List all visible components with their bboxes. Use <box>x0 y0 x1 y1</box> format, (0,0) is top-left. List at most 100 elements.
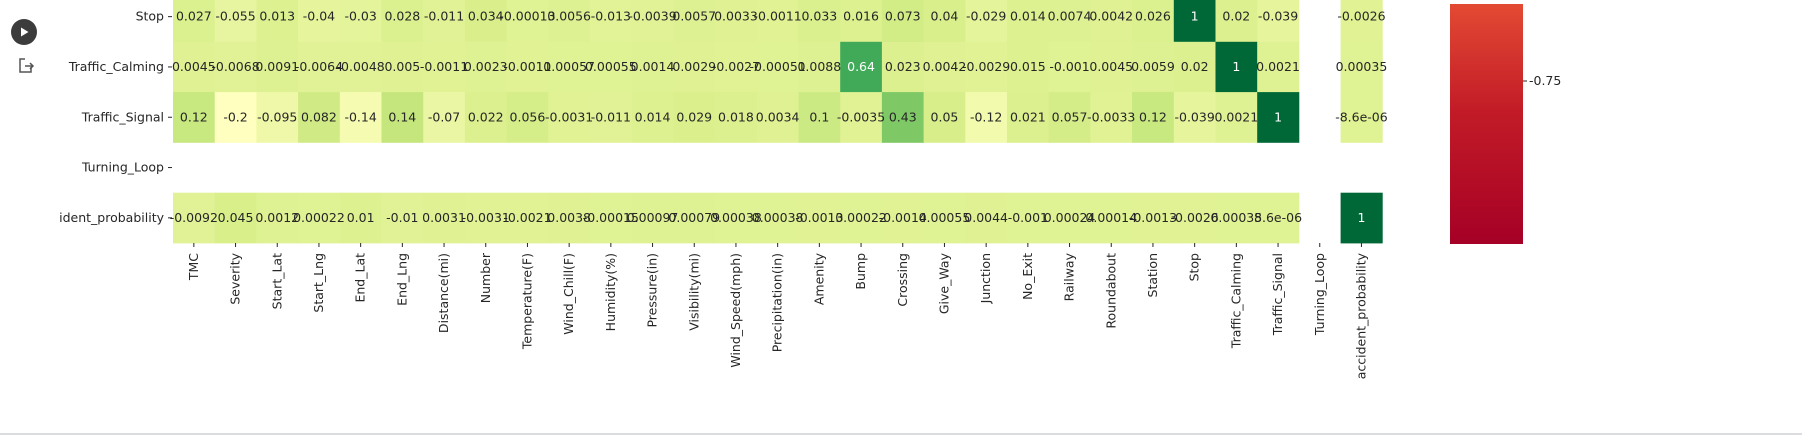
heatmap-cell-label: -0.0068 <box>211 59 259 74</box>
heatmap-cell-label: 0.005 <box>384 59 420 74</box>
heatmap-cell-label: -0.12 <box>970 109 1002 124</box>
heatmap-cell-label: 0.00014 <box>1085 210 1137 225</box>
column-label: Railway <box>1062 252 1077 301</box>
heatmap-cell <box>464 92 507 143</box>
heatmap-cell <box>339 192 382 244</box>
column-label: Bump <box>853 253 868 290</box>
heatmap-cell-label: -0.039 <box>1258 9 1298 24</box>
row-label: Traffic_Calming <box>68 59 164 74</box>
heatmap-cell-label: -0.095 <box>257 109 297 124</box>
heatmap-cell-label: 0.0045 <box>172 59 216 74</box>
heatmap-cell <box>1007 92 1050 143</box>
column-label: Number <box>478 252 493 303</box>
heatmap-cell <box>1132 41 1175 93</box>
heatmap-cell-label: -0.0048 <box>337 59 385 74</box>
heatmap-cell <box>173 0 216 43</box>
colorbar-gradient <box>1450 4 1523 244</box>
column-labels: TMC Severity Start_Lat Start_Lng End_Lat End_… <box>186 243 1368 379</box>
heatmap-cell <box>381 92 424 143</box>
heatmap-cell <box>381 192 424 244</box>
heatmap-cell-label: -0.055 <box>215 9 255 24</box>
heatmap-cell-label: 0.056 <box>510 109 546 124</box>
heatmap-cell <box>464 0 507 43</box>
heatmap-cell <box>298 41 341 93</box>
heatmap-cell-label: 0.016 <box>843 9 879 24</box>
heatmap-cell-label: 0.023 <box>885 59 921 74</box>
heatmap-cell-label: 0.0045 <box>1089 59 1133 74</box>
correlation-heatmap: 0.027 -0.055 0.013 -0.04 -0.03 0.028 -0.011 0.0… <box>60 0 1561 379</box>
column-label: Turning_Loop <box>1312 253 1327 336</box>
heatmap-cell <box>1007 41 1050 93</box>
heatmap-cell-label: -0.14 <box>344 109 376 124</box>
heatmap-cell-label: 0.045 <box>218 210 254 225</box>
heatmap-cell <box>256 192 299 244</box>
heatmap-cell <box>214 0 257 43</box>
heatmap-cell <box>1173 192 1216 244</box>
heatmap-cell-label: -0.0011 <box>754 9 802 24</box>
heatmap-annotations: 0.027 -0.055 0.013 -0.04 -0.03 0.028 -0.011 0.0… <box>170 9 1388 225</box>
heatmap-cell <box>298 192 341 244</box>
heatmap-cell <box>339 41 382 93</box>
heatmap-cell-label: -0.0029 <box>962 59 1010 74</box>
heatmap-cell-label: 0.028 <box>384 9 420 24</box>
heatmap-cell <box>756 41 799 93</box>
heatmap-cell-label: 0.057 <box>1052 109 1088 124</box>
heatmap-cell <box>881 192 924 244</box>
column-label: End_Lat <box>353 253 368 303</box>
heatmap-cell <box>173 192 216 244</box>
heatmap-cell-label: -0.0011 <box>503 59 551 74</box>
heatmap-cell-label: 0.073 <box>885 9 921 24</box>
heatmap-cell <box>1257 92 1300 143</box>
heatmap-cell <box>798 0 841 43</box>
heatmap-cell-label: -0.0011 <box>420 59 468 74</box>
heatmap-cell-label: 0.015 <box>1010 59 1046 74</box>
heatmap-cell-label: 0.034 <box>468 9 504 24</box>
heatmap-cell <box>965 0 1008 43</box>
heatmap-cell-label: 1 <box>1232 59 1240 74</box>
heatmap-cell <box>1340 0 1383 43</box>
heatmap-cell-label: 0.0023 <box>464 59 508 74</box>
heatmap-cell-label: -0.001 <box>1008 210 1048 225</box>
column-label: Severity <box>228 252 243 304</box>
heatmap-cell-label: -0.0035 <box>837 109 885 124</box>
heatmap-cell-label: 0.0029 <box>672 59 716 74</box>
heatmap-cell-label: 0.00055 <box>919 210 971 225</box>
heatmap-cell <box>1007 192 1050 244</box>
heatmap-cell <box>1090 0 1133 43</box>
heatmap-cell <box>1257 41 1300 93</box>
heatmap-cell-label: -0.039 <box>1175 109 1215 124</box>
heatmap-cell <box>1090 92 1133 143</box>
column-label: Junction <box>978 253 993 304</box>
heatmap-cell-label: 1 <box>1274 109 1282 124</box>
heatmap-cell-label: 0.0088 <box>797 59 841 74</box>
heatmap-cell-label: 0.033 <box>801 9 837 24</box>
column-label: Station <box>1145 253 1160 297</box>
heatmap-cell-label: 0.026 <box>1135 9 1171 24</box>
heatmap-cell-label: 0.00055 <box>585 59 637 74</box>
play-icon[interactable] <box>11 19 37 45</box>
heatmap-cell <box>1215 92 1258 143</box>
heatmap-cell-label: 0.12 <box>180 109 208 124</box>
heatmap-cell-label: 0.00035 <box>1336 59 1388 74</box>
heatmap-cell-label: -0.04 <box>303 9 335 24</box>
heatmap-cell-label: 0.14 <box>388 109 416 124</box>
heatmap-cell-label: -0.029 <box>966 9 1006 24</box>
heatmap-cell <box>923 92 966 143</box>
heatmap-cell-label: -0.07 <box>428 109 460 124</box>
colorbar: -0.75 <box>1450 4 1561 244</box>
heatmap-cell <box>1257 192 1300 244</box>
heatmap-cell-label: -0.0031 <box>462 210 510 225</box>
heatmap-cell <box>214 192 257 244</box>
heatmap-cell-label: 0.04 <box>931 9 959 24</box>
heatmap-cell <box>923 192 966 244</box>
heatmap-cell <box>1048 0 1091 43</box>
heatmap-cell-label: 0.027 <box>176 9 212 24</box>
column-label: Temperature(F) <box>519 253 534 350</box>
heatmap-cell <box>840 0 883 43</box>
heatmap-cell <box>673 92 716 143</box>
heatmap-cell-label: 0.0042 <box>923 59 967 74</box>
heatmap-cell-label: 0.0021 <box>1214 109 1258 124</box>
heatmap-cell <box>590 92 633 143</box>
heatmap-cell-label: 0.0057 <box>672 9 716 24</box>
output-redirect-icon[interactable] <box>16 56 36 76</box>
